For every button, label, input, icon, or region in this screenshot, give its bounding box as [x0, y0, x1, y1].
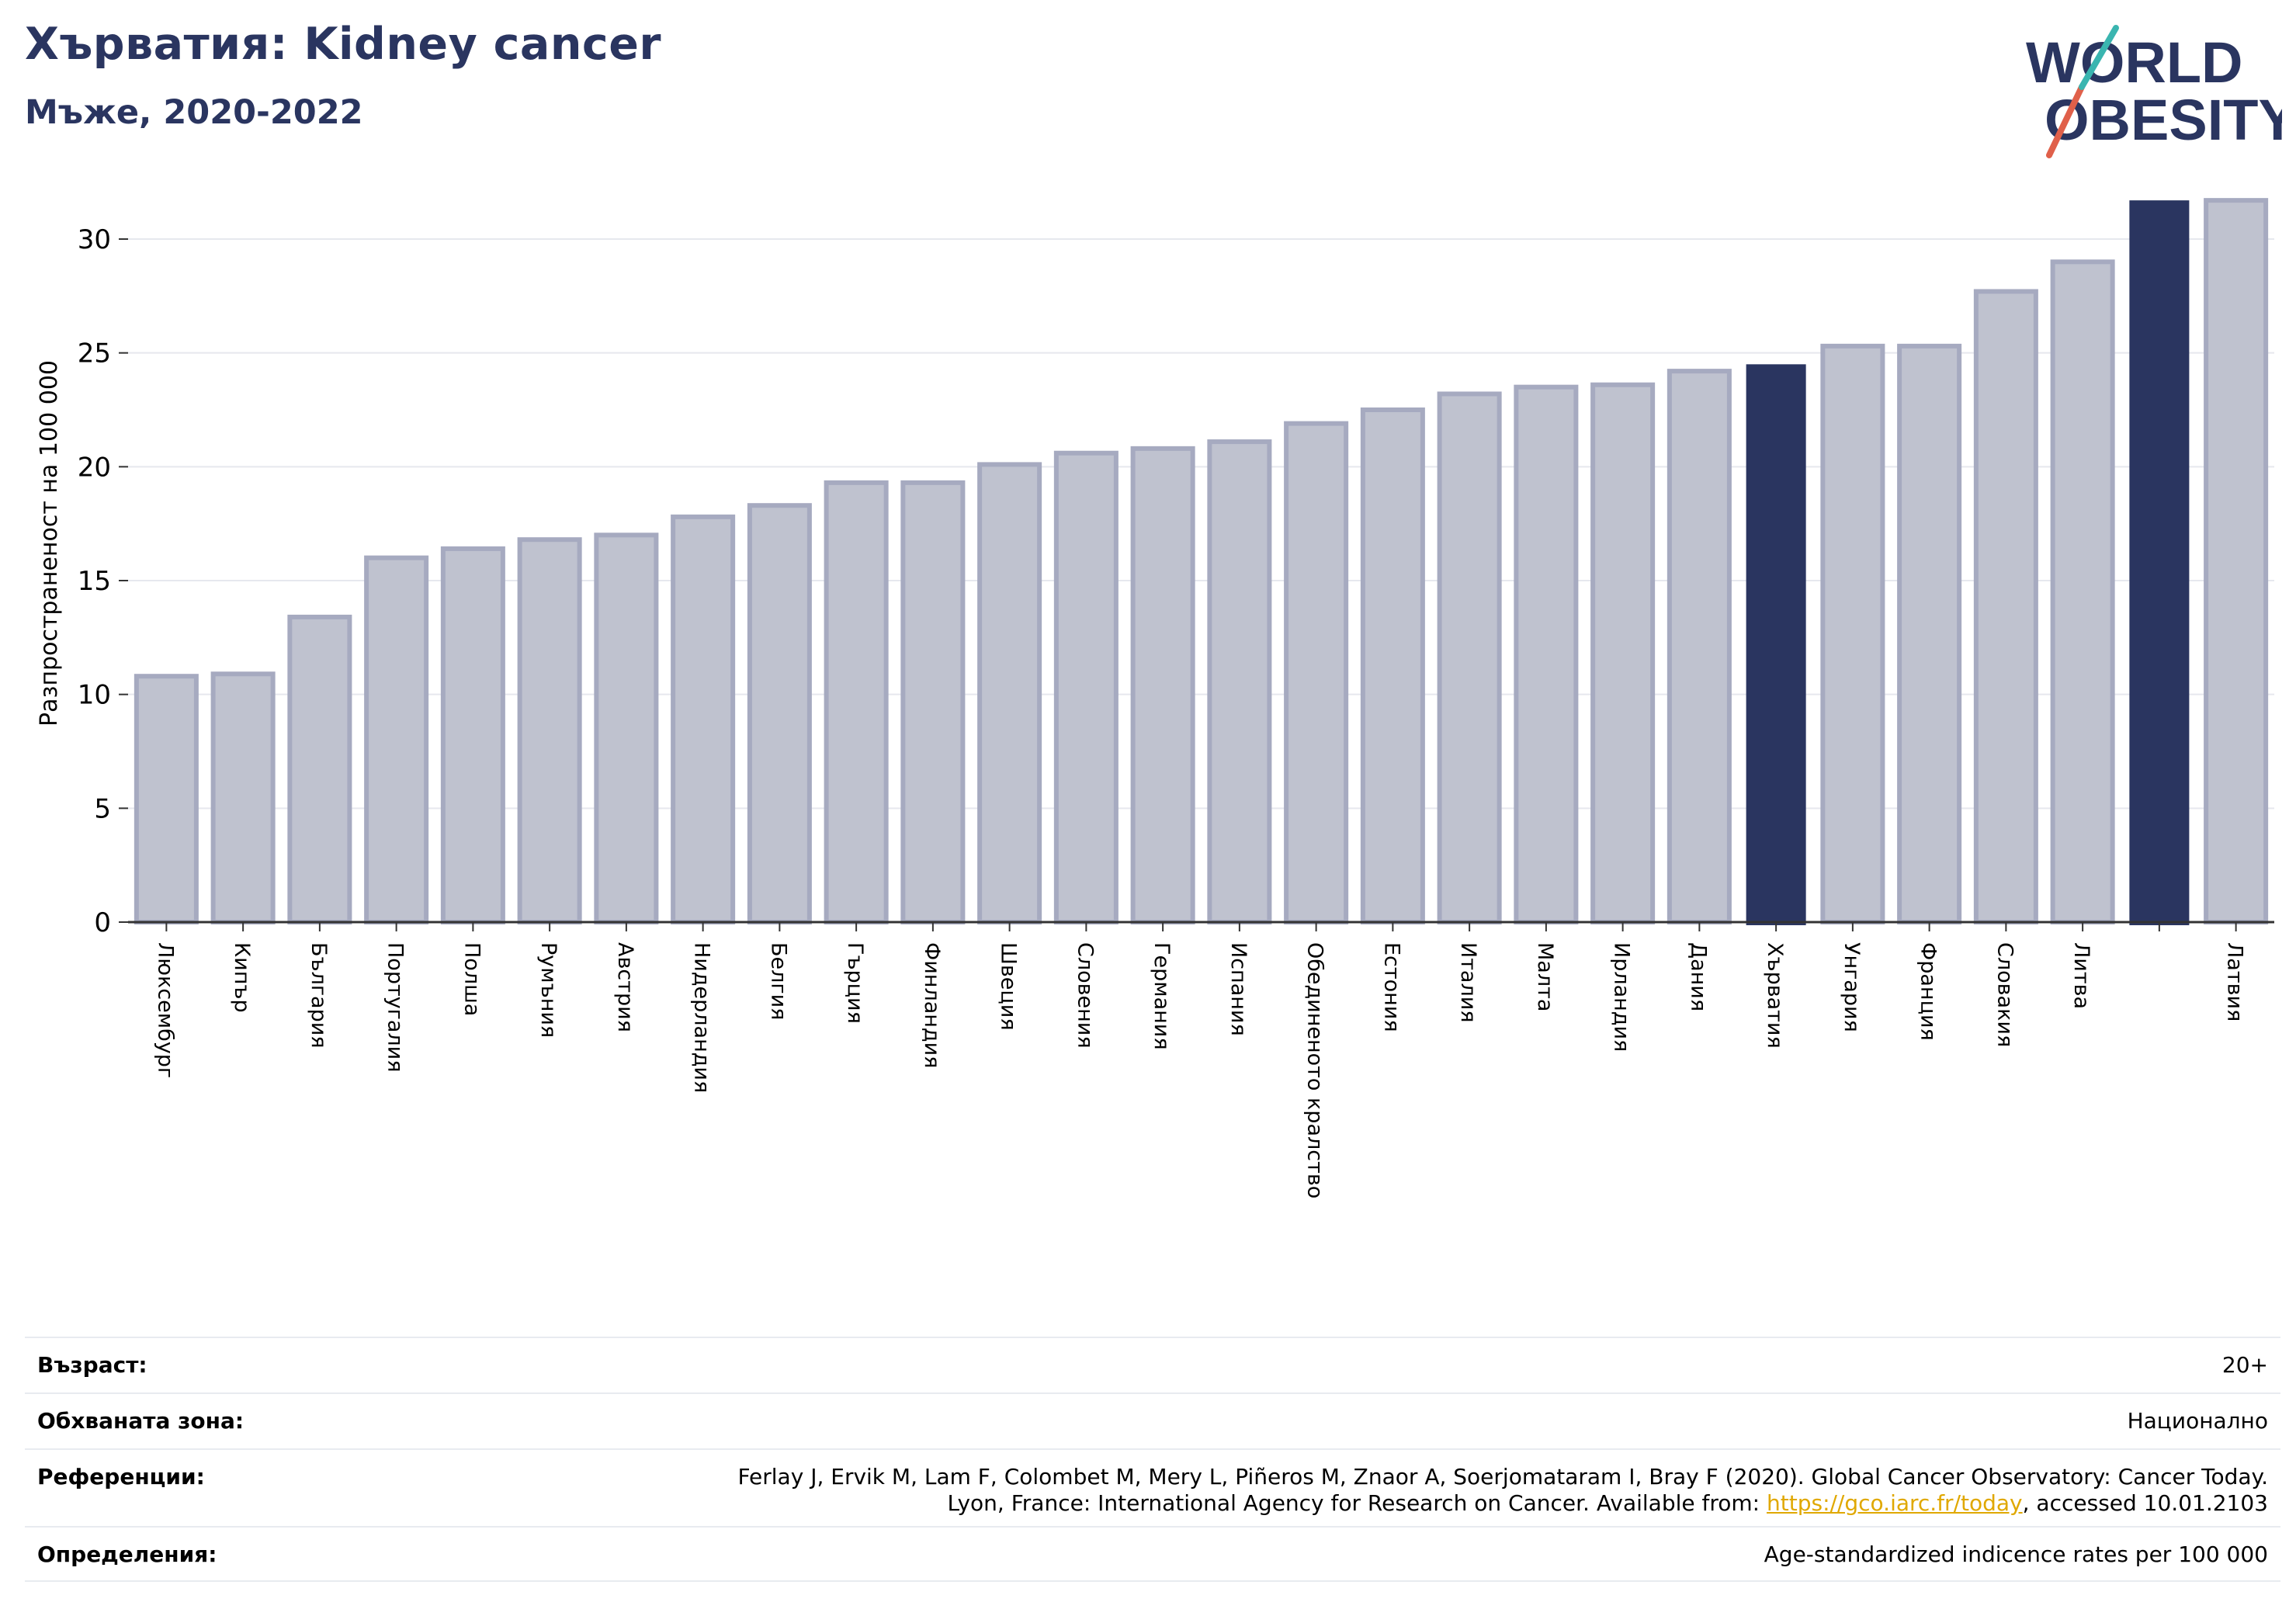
bar — [1130, 446, 1195, 924]
references-value: Ferlay J, Ervik M, Lam F, Colombet M, Me… — [737, 1464, 2268, 1517]
logo-line1: WORLD — [2026, 30, 2243, 95]
bar — [2050, 259, 2115, 925]
bar — [1514, 384, 1579, 924]
info-table: Възраст: 20+ Обхваната зона: Национално … — [25, 1337, 2280, 1582]
x-tick-label: Финландия — [920, 942, 944, 1068]
bar — [1437, 391, 1502, 924]
x-tick-label: Унгария — [1840, 942, 1864, 1032]
bar — [1284, 421, 1349, 924]
info-row-definitions: Определения: Age-standardized indicence … — [25, 1526, 2280, 1582]
x-tick-label: Литва — [2069, 942, 2093, 1009]
info-row-area: Обхваната зона: Национално — [25, 1392, 2280, 1448]
bar — [1590, 382, 1656, 924]
y-tick-label: 10 — [78, 680, 111, 711]
bar — [1820, 343, 1885, 925]
info-row-references: Референции: Ferlay J, Ervik M, Lam F, Co… — [25, 1448, 2280, 1526]
bar — [1667, 369, 1732, 924]
bar — [1053, 450, 1119, 924]
bar — [287, 614, 352, 925]
chart-subtitle: Мъже, 2020-2022 — [25, 93, 363, 132]
definitions-label: Определения: — [37, 1542, 217, 1567]
x-tick-label: Австрия — [613, 942, 637, 1032]
bar — [900, 480, 966, 924]
x-tick-label: Хърватия — [1763, 942, 1787, 1049]
bar — [594, 532, 659, 924]
x-tick-label: Нидерландия — [690, 942, 714, 1093]
bar — [364, 555, 429, 925]
bar — [1207, 439, 1272, 924]
x-tick-label: Обединеното кралство — [1303, 942, 1327, 1198]
x-tick-label: Полша — [460, 942, 484, 1016]
x-tick-label: Швеция — [997, 942, 1021, 1031]
y-axis-label: Разпространеност на 100 000 — [36, 360, 63, 727]
bar — [977, 462, 1042, 924]
references-label: Референции: — [37, 1464, 205, 1489]
y-tick-label: 5 — [94, 793, 111, 824]
x-tick-label: Румъния — [536, 942, 560, 1038]
bars — [134, 198, 2269, 926]
bar — [517, 537, 582, 924]
x-tick-label: Дания — [1686, 942, 1710, 1011]
bar — [210, 671, 276, 924]
bar — [1360, 407, 1425, 924]
x-tick-label: Малта — [1533, 942, 1557, 1011]
area-value: Национално — [2127, 1408, 2268, 1434]
bar — [747, 503, 812, 924]
x-tick-label: Кипър — [230, 942, 254, 1013]
x-tick-label: Португалия — [383, 942, 408, 1072]
bar-highlight — [2129, 200, 2190, 926]
axes: 0 5 10 15 20 25 30 Люксембург Кипър България Порту… — [78, 224, 2274, 1198]
bar — [1973, 289, 2038, 924]
bar-chart: 0 5 10 15 20 25 30 Люксембург Кипър България Порту… — [36, 198, 2274, 1198]
references-line2-pre: Lyon, France: International Agency for R… — [947, 1490, 1767, 1516]
bar — [134, 674, 199, 924]
chart-title: Хърватия: Kidney cancer — [25, 19, 661, 70]
references-line2-post: , accessed 10.01.2103 — [2022, 1490, 2268, 1516]
area-label: Обхваната зона: — [37, 1408, 245, 1434]
bar — [671, 514, 736, 924]
x-tick-label: Латвия — [2223, 942, 2247, 1021]
x-tick-label: Франция — [1916, 942, 1941, 1041]
y-tick-label: 0 — [94, 907, 111, 938]
age-value: 20+ — [2221, 1352, 2268, 1378]
x-tick-label: Естония — [1379, 942, 1403, 1032]
logo-slash-teal — [2079, 25, 2119, 90]
y-tick-label: 15 — [78, 566, 111, 597]
info-row-age: Възраст: 20+ — [25, 1337, 2280, 1392]
y-tick-label: 20 — [78, 452, 111, 483]
age-label: Възраст: — [37, 1352, 147, 1378]
x-tick-label: Словения — [1073, 942, 1097, 1049]
bar — [1897, 343, 1962, 925]
world-obesity-logo: WORLD OBESITY — [2026, 25, 2282, 158]
x-tick-label: Германия — [1150, 942, 1174, 1050]
bar-highlight — [1746, 364, 1806, 925]
references-link[interactable]: https://gco.iarc.fr/today — [1767, 1490, 2023, 1516]
x-tick-label: Ирландия — [1610, 942, 1634, 1052]
x-tick-label: България — [307, 942, 331, 1049]
bar — [440, 546, 505, 925]
x-tick-label: Словакия — [1993, 942, 2017, 1047]
x-tick-label: Испания — [1226, 942, 1250, 1036]
x-tick-label: Белгия — [766, 942, 790, 1020]
bar — [2204, 198, 2269, 924]
x-tick-label: Гърция — [843, 942, 867, 1024]
bar — [824, 480, 889, 924]
references-line1: Ferlay J, Ervik M, Lam F, Colombet M, Me… — [737, 1464, 2268, 1489]
x-tick-label: Люксембург — [153, 942, 177, 1078]
definitions-value: Age-standardized indicence rates per 100… — [1764, 1542, 2268, 1567]
logo-slash-red — [2046, 84, 2085, 158]
logo-line2: OBESITY — [2045, 88, 2282, 152]
y-tick-label: 30 — [78, 224, 111, 255]
y-tick-label: 25 — [78, 338, 111, 369]
x-tick-label: Италия — [1456, 942, 1480, 1023]
